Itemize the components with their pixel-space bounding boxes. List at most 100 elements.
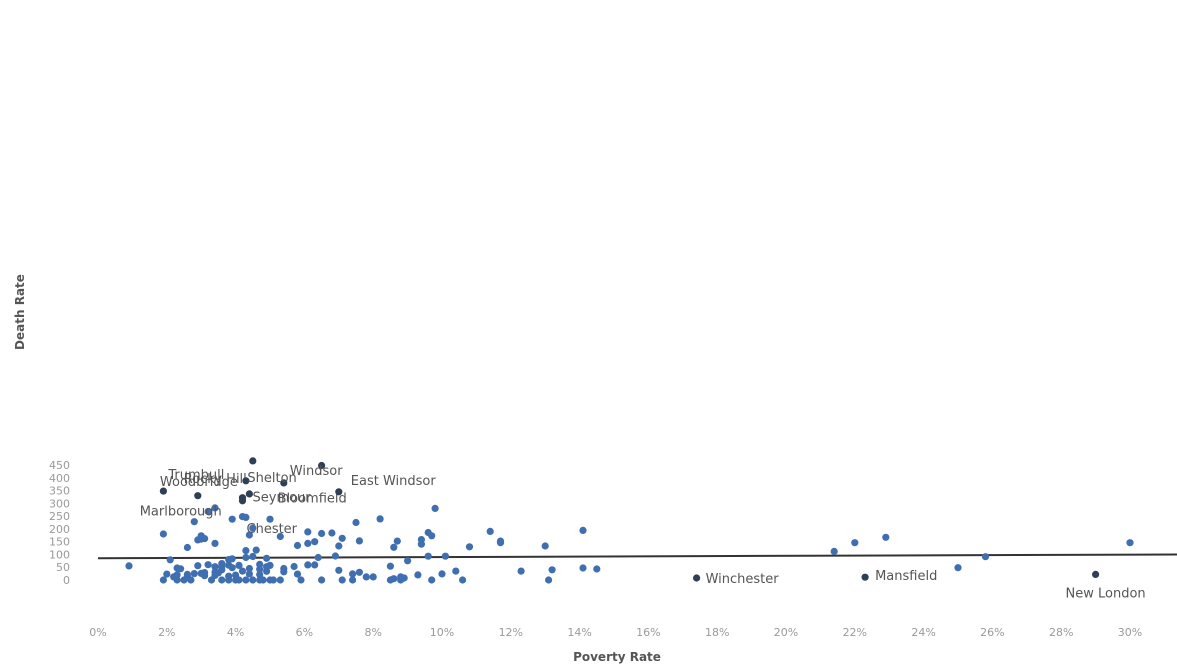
y-tick-label: 0 bbox=[63, 574, 70, 587]
data-point bbox=[496, 539, 505, 547]
data-point bbox=[204, 507, 212, 516]
data-point bbox=[249, 524, 257, 532]
data-point bbox=[349, 570, 357, 578]
x-tick-label: 12% bbox=[499, 626, 523, 639]
data-point bbox=[830, 547, 838, 556]
point-label-bloomfield: Bloomfield bbox=[278, 492, 347, 507]
data-point bbox=[228, 515, 236, 523]
data-point bbox=[211, 563, 219, 571]
point-label-woodbridge: Woodbridge bbox=[160, 475, 238, 490]
data-point bbox=[211, 504, 219, 512]
point-label-new-london: New London bbox=[1066, 586, 1146, 601]
x-tick-label: 20% bbox=[774, 626, 798, 639]
data-point bbox=[266, 515, 274, 523]
x-axis-title: Poverty Rate bbox=[573, 650, 661, 664]
data-point bbox=[183, 543, 191, 552]
data-point bbox=[218, 576, 226, 584]
x-tick-label: 30% bbox=[1118, 626, 1142, 639]
data-point-winchester bbox=[693, 574, 701, 582]
data-point bbox=[194, 536, 202, 544]
data-point bbox=[304, 561, 312, 569]
y-tick-label: 450 bbox=[49, 459, 70, 472]
data-point bbox=[452, 567, 460, 575]
y-tick-label: 200 bbox=[49, 523, 70, 536]
data-point bbox=[242, 547, 250, 555]
x-tick-label: 28% bbox=[1049, 626, 1073, 639]
data-point bbox=[397, 576, 405, 584]
point-label-chester: Chester bbox=[247, 522, 298, 537]
data-point bbox=[486, 527, 494, 536]
x-tick-label: 6% bbox=[296, 626, 313, 639]
data-point bbox=[1126, 539, 1134, 547]
data-point-east-windsor bbox=[335, 488, 343, 496]
data-point bbox=[465, 543, 474, 551]
data-point bbox=[593, 565, 601, 573]
data-point bbox=[335, 542, 343, 550]
data-point bbox=[414, 571, 422, 579]
data-point bbox=[311, 538, 319, 546]
point-labels: Rocky Hill Bloomfield Woodbridge Windsor Tru… bbox=[140, 457, 1146, 601]
data-point bbox=[338, 576, 346, 584]
point-label-shelton: Shelton bbox=[247, 471, 296, 486]
data-points bbox=[125, 504, 1134, 584]
data-point-shelton bbox=[245, 490, 253, 498]
data-point bbox=[242, 513, 250, 522]
data-point bbox=[362, 573, 370, 581]
data-point bbox=[256, 565, 264, 573]
data-point bbox=[190, 518, 198, 526]
x-tick-label: 26% bbox=[980, 626, 1004, 639]
data-point bbox=[242, 553, 250, 562]
data-point bbox=[225, 576, 233, 584]
data-point bbox=[297, 576, 305, 584]
data-point bbox=[517, 567, 525, 575]
data-point-trumbull bbox=[159, 487, 167, 495]
data-point bbox=[201, 572, 209, 580]
data-point bbox=[304, 528, 312, 536]
data-point bbox=[318, 576, 326, 584]
y-tick-label: 100 bbox=[49, 548, 70, 561]
data-point bbox=[204, 561, 212, 569]
data-point bbox=[263, 554, 271, 562]
data-point bbox=[125, 562, 133, 570]
data-point bbox=[369, 573, 377, 581]
data-point bbox=[159, 530, 167, 538]
data-point-woodbridge bbox=[242, 477, 250, 485]
x-tick-label: 16% bbox=[636, 626, 660, 639]
data-point bbox=[259, 576, 267, 584]
data-point bbox=[428, 576, 436, 584]
data-point bbox=[293, 541, 302, 550]
data-point-windsor bbox=[280, 479, 288, 487]
data-point bbox=[173, 576, 181, 584]
data-point bbox=[386, 576, 394, 584]
x-tick-label: 8% bbox=[364, 626, 381, 639]
data-point bbox=[318, 529, 326, 538]
data-point bbox=[187, 576, 195, 584]
x-tick-label: 22% bbox=[843, 626, 867, 639]
point-label-mansfield: Mansfield bbox=[875, 569, 937, 584]
data-point-marlborough bbox=[194, 492, 202, 500]
data-point bbox=[404, 557, 412, 565]
data-point bbox=[249, 552, 257, 561]
data-point bbox=[166, 556, 174, 564]
point-label-marlborough: Marlborough bbox=[140, 505, 222, 520]
trend-layer bbox=[97, 553, 1177, 560]
data-point bbox=[882, 533, 890, 541]
y-tick-label: 300 bbox=[49, 497, 70, 510]
data-point-mansfield bbox=[861, 573, 869, 581]
data-point bbox=[424, 552, 432, 560]
y-tick-label: 350 bbox=[49, 485, 70, 498]
data-point bbox=[249, 576, 257, 584]
data-point bbox=[438, 570, 446, 578]
data-point bbox=[981, 553, 990, 561]
data-point bbox=[349, 576, 357, 584]
data-point bbox=[238, 567, 247, 575]
x-axis-ticks: 0% 2% 4% 6% 8% 10% 12% 14% 16% 18% 20% 22% 24% 26% 28%… bbox=[89, 626, 1142, 639]
data-point bbox=[235, 561, 243, 570]
x-tick-label: 24% bbox=[911, 626, 935, 639]
data-point bbox=[242, 576, 250, 584]
point-label-seymour: Seymour bbox=[253, 491, 312, 506]
data-point bbox=[252, 546, 260, 554]
y-tick-label: 400 bbox=[49, 472, 70, 485]
data-point bbox=[263, 567, 271, 575]
